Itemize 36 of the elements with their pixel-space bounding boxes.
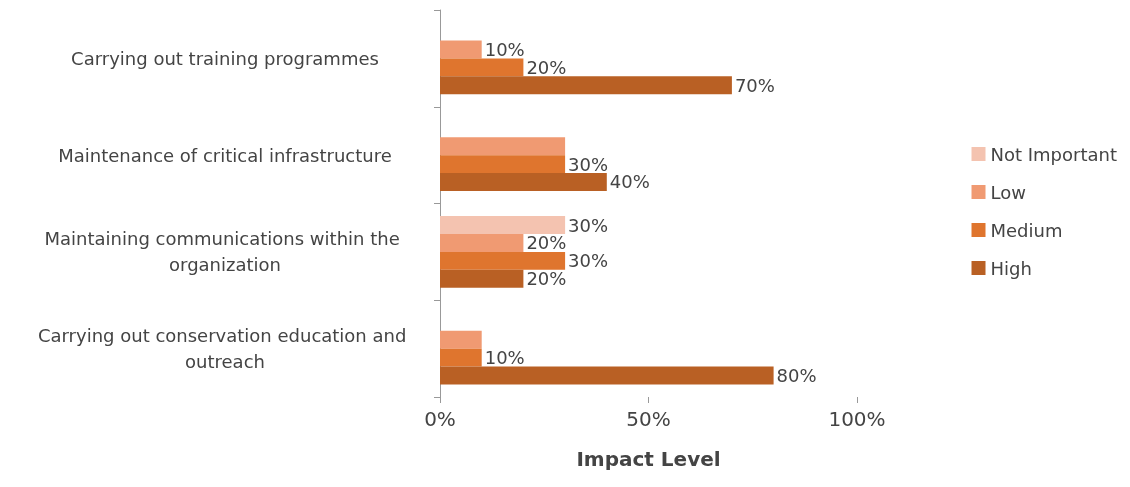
y-tick-label: Carrying out training programmes	[71, 47, 379, 69]
bar	[440, 76, 732, 95]
bar	[440, 58, 524, 77]
data-label: 20%	[526, 56, 567, 78]
y-tick-label: Maintaining communications within the organization	[44, 228, 406, 276]
legend-label: Not Important	[990, 143, 1118, 165]
bar	[440, 251, 566, 270]
bar	[440, 40, 482, 59]
data-label: 10%	[484, 38, 525, 60]
bar	[440, 137, 566, 156]
bar	[440, 155, 566, 174]
bar	[440, 173, 607, 191]
bar	[440, 330, 482, 349]
y-tick-label: Carrying out conservation education and outreach	[37, 325, 413, 373]
bar	[440, 233, 524, 252]
data-label: 40%	[609, 171, 650, 193]
legend-label: Medium	[990, 219, 1063, 241]
data-label: 20%	[526, 232, 567, 254]
bar	[440, 216, 566, 234]
data-label: 20%	[526, 268, 567, 290]
legend-label: Low	[990, 181, 1026, 203]
bar	[440, 348, 482, 367]
data-label: 30%	[568, 214, 609, 236]
data-label: 10%	[484, 347, 525, 369]
x-tick-label: 50%	[626, 407, 671, 431]
data-label: 30%	[568, 153, 609, 175]
data-label: 80%	[776, 364, 817, 386]
x-tick-label: 100%	[828, 407, 886, 431]
y-tick-label: Maintenance of critical infrastructure	[58, 144, 392, 166]
data-label: 30%	[568, 250, 609, 272]
x-tick-label: 0%	[424, 407, 456, 431]
data-label: 70%	[734, 74, 775, 96]
legend-label: High	[990, 257, 1032, 279]
bar	[440, 269, 524, 288]
bar	[440, 366, 774, 385]
x-axis-title: Impact Level	[576, 447, 721, 471]
